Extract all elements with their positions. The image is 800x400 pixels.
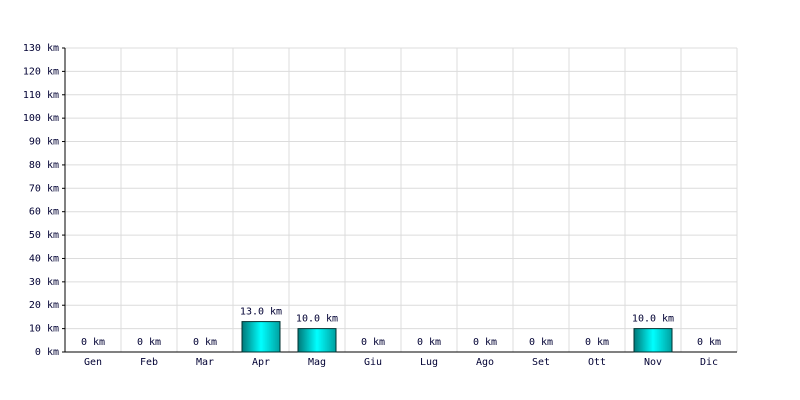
y-tick-label: 120 km bbox=[23, 66, 59, 77]
y-tick-label: 50 km bbox=[29, 230, 59, 241]
bar bbox=[297, 328, 337, 353]
bar bbox=[241, 321, 281, 353]
bar bbox=[633, 328, 673, 353]
value-label: 10.0 km bbox=[296, 314, 338, 325]
value-label: 0 km bbox=[473, 337, 497, 348]
y-tick-label: 80 km bbox=[29, 160, 59, 171]
x-tick-label: Mag bbox=[308, 357, 326, 368]
x-tick-label: Gen bbox=[84, 357, 102, 368]
x-tick-label: Set bbox=[532, 357, 550, 368]
x-tick-label: Ott bbox=[588, 357, 606, 368]
value-label: 0 km bbox=[697, 337, 721, 348]
y-tick-label: 20 km bbox=[29, 300, 59, 311]
value-label: 0 km bbox=[193, 337, 217, 348]
value-label: 10.0 km bbox=[632, 314, 674, 325]
y-tick-label: 100 km bbox=[23, 113, 59, 124]
value-label: 0 km bbox=[417, 337, 441, 348]
x-tick-label: Lug bbox=[420, 357, 438, 368]
grid bbox=[65, 47, 738, 353]
x-tick-label: Apr bbox=[252, 357, 270, 368]
marks: 0 km 10 km 20 km 30 km 40 km 50 km 60 km 70 km 8… bbox=[23, 43, 737, 368]
y-tick-label: 130 km bbox=[23, 43, 59, 54]
value-label: 0 km bbox=[361, 337, 385, 348]
x-tick-label: Ago bbox=[476, 357, 494, 368]
value-label: 0 km bbox=[137, 337, 161, 348]
value-label: 0 km bbox=[585, 337, 609, 348]
y-tick-label: 60 km bbox=[29, 207, 59, 218]
x-tick-label: Feb bbox=[140, 357, 158, 368]
y-tick-label: 10 km bbox=[29, 324, 59, 335]
y-tick-label: 40 km bbox=[29, 253, 59, 264]
x-tick-label: Dic bbox=[700, 357, 718, 368]
y-tick-label: 30 km bbox=[29, 277, 59, 288]
value-label: 0 km bbox=[529, 337, 553, 348]
value-label: 13.0 km bbox=[240, 307, 282, 318]
x-tick-label: Mar bbox=[196, 357, 214, 368]
value-label: 0 km bbox=[81, 337, 105, 348]
x-tick-label: Nov bbox=[644, 357, 662, 368]
y-tick-label: 90 km bbox=[29, 137, 59, 148]
x-tick-label: Giu bbox=[364, 357, 382, 368]
y-tick-label: 70 km bbox=[29, 183, 59, 194]
y-tick-label: 0 km bbox=[35, 347, 59, 358]
y-tick-label: 110 km bbox=[23, 90, 59, 101]
